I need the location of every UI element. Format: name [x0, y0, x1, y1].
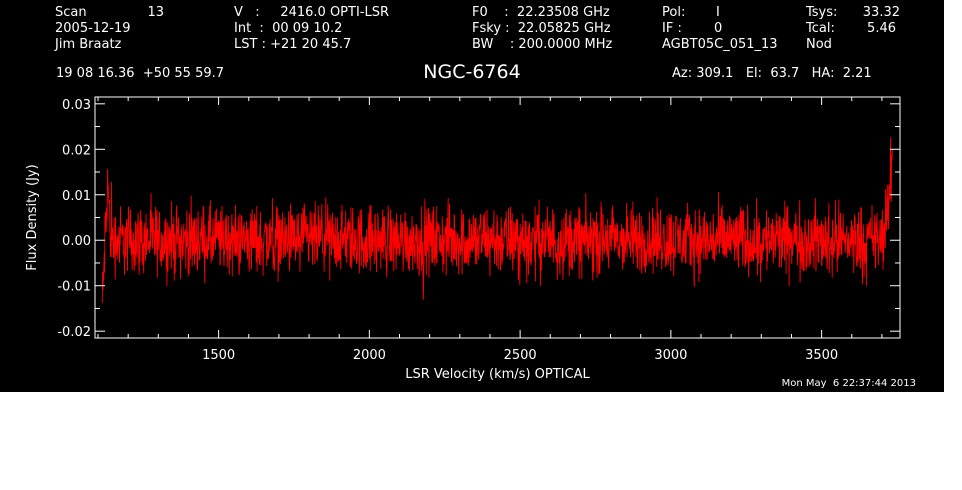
if-value: 0: [714, 21, 723, 36]
integration-line: Int : 00 09 10.2: [234, 21, 343, 36]
bandwidth-line: BW : 200.0000 MHz: [472, 37, 613, 52]
az-el-ha: Az: 309.1 El: 63.7 HA: 2.21: [672, 66, 872, 81]
source-name: NGC-6764: [423, 61, 521, 83]
scan-label: Scan: [55, 5, 87, 20]
tsys-value: 33.32: [862, 5, 900, 20]
y-tick-label: -0.01: [57, 280, 91, 295]
if-label: IF :: [662, 21, 682, 36]
x-tick-label: 3000: [654, 348, 687, 363]
observer-name: Jim Braatz: [55, 37, 122, 52]
y-tick-label: 0.00: [62, 234, 91, 249]
pol-value: I: [716, 5, 720, 20]
obs-date: 2005-12-19: [55, 21, 131, 36]
plot-timestamp: Mon May 6 22:37:44 2013: [781, 378, 916, 389]
spectrum-plot: 1500 2000 2500 3000 3500 -0.02 -0.01 0.00 0.01 0.…: [25, 96, 901, 382]
x-tick-label: 3500: [805, 348, 838, 363]
y-tick-label: 0.01: [62, 189, 91, 204]
scan-number: 13: [147, 5, 164, 20]
y-tick-label: -0.02: [57, 325, 91, 340]
lst-line: LST : +21 20 45.7: [234, 37, 352, 52]
tsys-label: Tsys:: [806, 5, 838, 20]
y-tick-label: 0.03: [62, 98, 91, 113]
tcal-label: Tcal:: [806, 21, 835, 36]
spectrum-line: [101, 137, 893, 304]
observing-mode: Nod: [806, 37, 832, 52]
pol-label: Pol:: [662, 5, 686, 20]
x-axis-label: LSR Velocity (km/s) OPTICAL: [405, 367, 590, 382]
y-axis-label: Flux Density (Jy): [25, 164, 40, 270]
y-tick-label: 0.02: [62, 143, 91, 158]
x-tick-label: 1500: [202, 348, 235, 363]
tcal-value: 5.46: [867, 21, 896, 36]
x-tick-label: 2000: [353, 348, 386, 363]
plot-panel: [0, 0, 944, 392]
sky-frequency-line: Fsky : 22.05825 GHz: [472, 21, 611, 36]
x-tick-label: 2500: [504, 348, 537, 363]
project-id: AGBT05C_051_13: [662, 37, 778, 52]
source-coordinates: 19 08 16.36 +50 55 59.7: [56, 66, 225, 81]
rest-frequency-line: F0 : 22.23508 GHz: [472, 5, 610, 20]
velocity-line: V : 2416.0 OPTI-LSR: [234, 5, 390, 20]
